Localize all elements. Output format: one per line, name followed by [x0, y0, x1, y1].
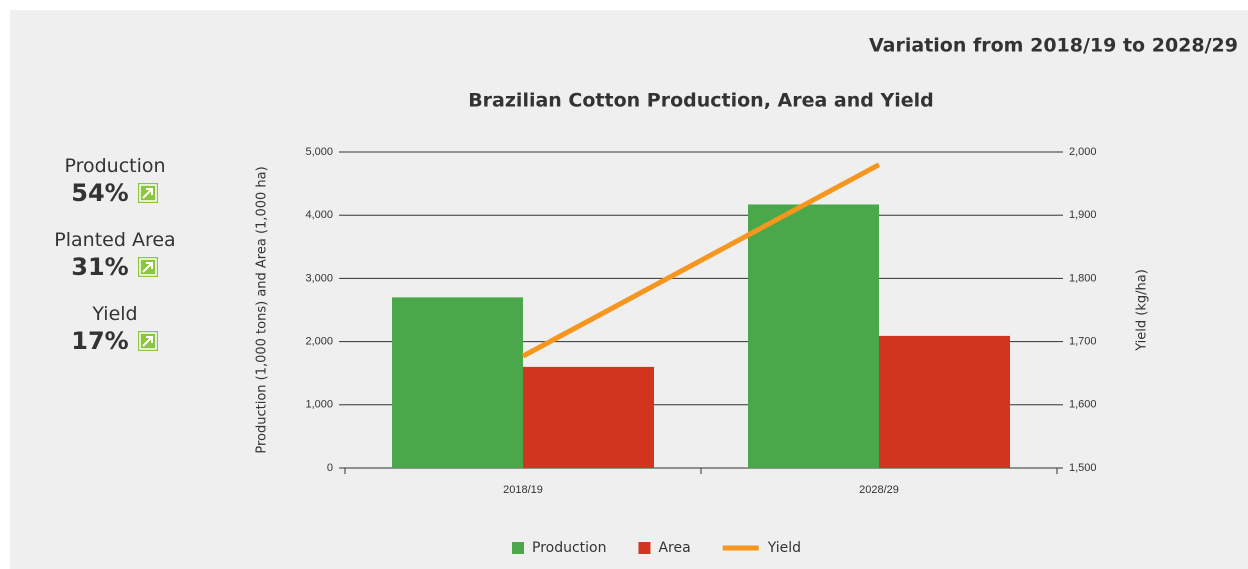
up-arrow-icon [137, 183, 158, 203]
panel [10, 10, 1248, 569]
stat-row: 31% [30, 253, 200, 281]
legend-swatch [638, 542, 651, 554]
y2-tick-label: 1,600 [1069, 399, 1097, 411]
stat-value: 54% [71, 179, 129, 207]
stat: Production 54% [30, 155, 200, 207]
stat-value: 17% [71, 327, 129, 355]
chart-title: Brazilian Cotton Production, Area and Yi… [468, 90, 934, 112]
summary: Production 54% Planted Area 31% Yield 17% [30, 155, 200, 377]
bar [523, 366, 654, 468]
y2-tick-label: 2,000 [1069, 146, 1097, 158]
up-arrow-icon [137, 331, 158, 351]
stat: Planted Area 31% [30, 229, 200, 281]
bar [748, 204, 879, 468]
bar [392, 297, 523, 468]
stat-label: Yield [92, 303, 138, 325]
y-tick-label: 5,000 [305, 146, 333, 158]
x-tick-label: 2018/19 [503, 484, 543, 496]
legend-label: Yield [767, 540, 801, 556]
legend-label: Area [658, 540, 690, 556]
y2-axis-label: Yield (kg/ha) [1135, 269, 1150, 352]
y2-tick-label: 1,900 [1069, 209, 1097, 221]
stat-label: Production [64, 155, 166, 177]
y-axis-label: Production (1,000 tons) and Area (1,000 … [255, 166, 270, 453]
y-tick-label: 0 [327, 462, 333, 474]
stat-label: Planted Area [54, 229, 176, 251]
header: Variation from 2018/19 to 2028/29 [869, 35, 1238, 57]
y-tick-label: 2,000 [305, 336, 333, 348]
y2-tick-label: 1,500 [1069, 462, 1097, 474]
stat-row: 54% [30, 179, 200, 207]
legend-swatch [512, 542, 524, 554]
stat-value: 31% [71, 253, 129, 281]
up-arrow-icon [137, 257, 158, 277]
yield-line [521, 162, 881, 359]
bar [879, 335, 1010, 468]
y2-tick-label: 1,800 [1069, 272, 1097, 284]
legend-label: Production [532, 540, 606, 556]
y-tick-label: 4,000 [305, 209, 333, 221]
y2-tick-label: 1,700 [1069, 336, 1097, 348]
stat: Yield 17% [30, 303, 200, 355]
y-tick-label: 3,000 [305, 272, 333, 284]
stat-row: 17% [30, 327, 200, 355]
x-tick-label: 2028/29 [859, 484, 899, 496]
y-tick-label: 1,000 [305, 399, 333, 411]
